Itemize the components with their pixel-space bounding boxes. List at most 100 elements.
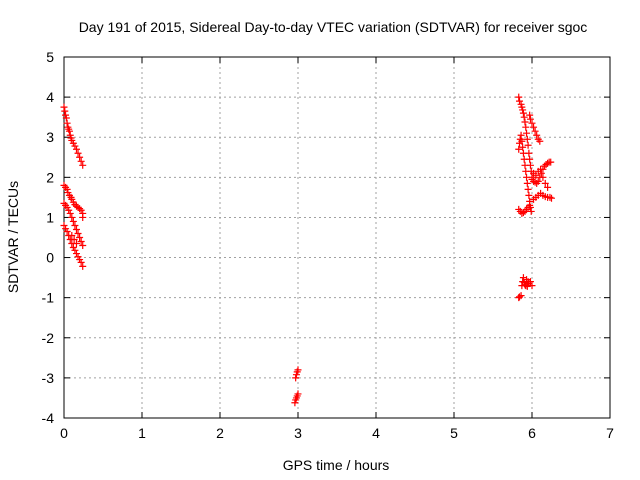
data-point [515,93,523,101]
y-tick-label: -1 [42,290,55,306]
data-point [72,145,80,153]
data-point [526,115,534,123]
x-tick-label: 6 [528,425,536,441]
data-point [63,119,71,127]
data-point [523,135,531,143]
data-point [544,183,552,191]
data-point [72,225,80,233]
data-point [524,141,532,149]
axis-ticks: 0 1 2 3 4 5 6 7 -4 -3 -2 -1 0 1 2 3 4 5 [42,49,615,441]
y-tick-label: 3 [46,129,54,145]
data-point [71,142,79,150]
data-point [523,179,531,187]
data-point [68,231,76,239]
series [291,366,302,407]
data-point [63,185,71,193]
data-point [79,161,87,169]
data-point [77,238,85,246]
data-point [71,221,79,229]
y-axis-label: SDTVAR / TECUs [5,181,21,293]
data-point [519,149,527,157]
data-point [525,191,533,199]
x-tick-label: 1 [138,425,146,441]
data-point [60,103,68,111]
data-point [74,149,82,157]
data-point [63,227,71,235]
data-point [547,158,555,166]
y-tick-label: 5 [46,49,54,65]
x-axis-label: GPS time / hours [283,457,390,473]
data-point [548,194,555,202]
data-point [74,229,82,237]
y-tick-label: -2 [42,330,55,346]
data-point [519,143,527,151]
data-point [528,282,536,290]
data-point [517,292,525,300]
series [60,103,87,169]
y-tick-label: -4 [42,410,55,426]
data-point [526,201,534,209]
x-tick-label: 4 [372,425,380,441]
data-point [534,177,542,185]
x-tick-label: 0 [60,425,68,441]
data-point [537,165,545,173]
data-point [527,207,535,215]
plot-frame [63,56,611,419]
data-point [524,278,532,286]
chart-title: Day 191 of 2015, Sidereal Day-to-day VTE… [79,19,588,35]
series [60,181,87,250]
data-point [70,236,78,244]
data-point [65,206,73,214]
data-point [522,123,530,131]
data-point [519,106,527,114]
data-point [292,374,300,382]
data-point [523,173,531,181]
data-point [79,213,87,221]
data-point [77,157,85,165]
x-tick-label: 3 [294,425,302,441]
data-point [520,113,528,121]
data-point [522,167,530,175]
data-point [515,145,523,153]
data-point [294,366,302,374]
x-tick-label: 5 [450,425,458,441]
y-tick-label: 2 [46,169,54,185]
data-point [544,159,552,167]
data-point [523,129,531,137]
data-point [76,205,84,213]
data-points [60,93,555,407]
data-point [68,213,76,221]
data-point [71,246,79,254]
data-point [69,217,77,225]
data-point [521,161,529,169]
data-point [520,155,528,163]
data-point [539,173,547,181]
data-point [76,153,84,161]
data-point [532,171,540,179]
series [515,93,536,215]
grid [64,57,610,418]
data-point [72,240,80,248]
x-tick-label: 2 [216,425,224,441]
series [515,111,555,217]
data-point [533,131,541,139]
data-point [77,206,85,214]
data-point [76,234,84,241]
data-point [66,209,74,217]
data-point [72,250,80,258]
data-point [518,137,526,145]
data-point [61,107,69,115]
data-point [516,293,524,301]
data-point [65,127,73,135]
data-point [528,119,536,127]
data-point [531,178,539,186]
y-tick-label: 0 [46,250,54,266]
y-tick-label: 4 [46,89,54,105]
data-point [536,137,544,145]
data-point [519,209,527,217]
data-point [77,258,85,266]
series [60,221,87,270]
data-point [546,193,554,201]
data-point [531,127,539,135]
